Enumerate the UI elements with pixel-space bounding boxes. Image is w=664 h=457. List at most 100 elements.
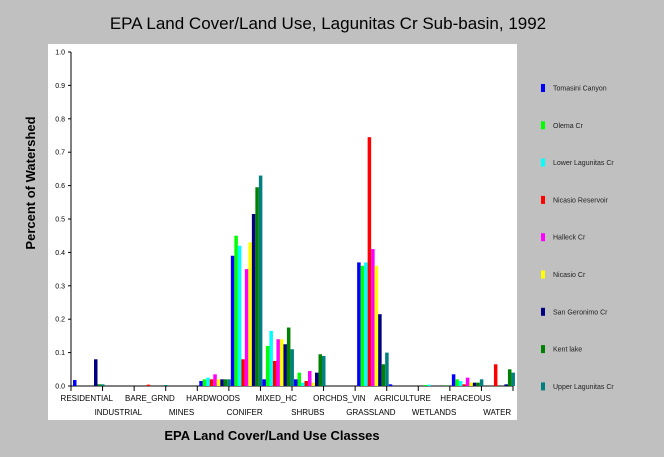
bar [94, 359, 98, 386]
x-category-label: GRASSLAND [346, 408, 396, 417]
x-category-label: HARDWOODS [186, 394, 240, 403]
bar [427, 384, 431, 386]
bar [265, 345, 270, 386]
bar [255, 187, 259, 386]
bar [258, 175, 263, 386]
bar [507, 369, 512, 386]
legend-swatch [541, 195, 545, 204]
bar [378, 314, 382, 386]
legend-label: Tomasini Canyon [553, 86, 607, 93]
bar [455, 379, 459, 386]
bar [213, 374, 217, 386]
bar [318, 354, 322, 386]
bar [479, 379, 484, 386]
bar [360, 265, 365, 386]
bar [469, 382, 473, 386]
bar [262, 379, 266, 386]
bar [357, 262, 361, 386]
bar [374, 265, 379, 386]
bar [315, 372, 319, 386]
bar [385, 352, 389, 386]
bar [476, 382, 480, 386]
bar [458, 380, 463, 386]
legend-swatch [541, 158, 545, 167]
bar [381, 364, 386, 386]
legend-swatch [541, 84, 545, 92]
bar [444, 385, 449, 386]
y-tick-label: 0.9 [55, 83, 65, 90]
legend-label: San Geronimo Cr [553, 309, 608, 316]
y-tick-label: 0.1 [55, 350, 65, 357]
bar [223, 379, 228, 386]
bar [206, 377, 210, 386]
bar [493, 364, 498, 386]
bar [146, 384, 151, 386]
bar [304, 380, 308, 386]
bar [251, 213, 256, 386]
bar [294, 379, 298, 386]
bar [301, 382, 305, 386]
bar [97, 384, 101, 386]
legend: Tomasini Canyon Olema Cr Lower Lagunitas C… [541, 84, 614, 391]
legend-label: Upper Lagunitas Cr [553, 384, 614, 391]
x-category-label: WATER [483, 408, 511, 417]
bar [371, 249, 375, 386]
legend-label: Nicasio Reservoir [553, 197, 609, 204]
y-tick-label: 0.8 [55, 116, 65, 123]
legend-label: Nicasio Cr [553, 272, 586, 279]
legend-swatch [541, 270, 545, 279]
y-tick-label: 0.7 [55, 150, 65, 157]
y-tick-label: 0.5 [55, 217, 65, 224]
legend-swatch [541, 307, 545, 316]
y-tick-label: 0.3 [55, 283, 65, 290]
bar [462, 384, 466, 386]
x-category-label: AGRICULTURE [374, 394, 431, 403]
legend-swatch [541, 233, 545, 242]
bar [244, 269, 249, 386]
bar [272, 360, 277, 386]
legend-label: Lower Lagunitas Cr [553, 160, 614, 167]
bar [234, 235, 238, 386]
x-category-label: MIXED_HC [256, 394, 298, 403]
bar [511, 372, 515, 386]
bar [308, 370, 312, 386]
bar [279, 339, 284, 386]
bar [227, 379, 231, 386]
bar [311, 382, 315, 386]
legend-label: Olema Cr [553, 123, 584, 130]
bar [367, 137, 372, 386]
x-category-label: WETLANDS [412, 408, 456, 417]
legend-swatch [541, 345, 545, 354]
legend-swatch [541, 382, 545, 391]
legend-label: Halleck Cr [553, 235, 586, 242]
bar [465, 377, 470, 386]
bar [423, 385, 428, 386]
y-tick-label: 0.4 [55, 250, 65, 257]
chart-title: EPA Land Cover/Land Use, Lagunitas Cr Su… [110, 14, 546, 33]
bar [504, 384, 508, 386]
bar [101, 384, 105, 386]
legend-swatch [541, 121, 545, 130]
bar [322, 355, 326, 386]
y-tick-label: 0.6 [55, 183, 65, 190]
x-category-label: RESIDENTIAL [61, 394, 114, 403]
bar [290, 349, 294, 386]
y-axis-title: Percent of Watershed [23, 116, 38, 249]
bar [276, 339, 280, 386]
bar [202, 379, 207, 386]
x-category-label: HERACEOUS [440, 394, 491, 403]
bar [237, 245, 242, 386]
bar [364, 262, 368, 386]
bar [388, 384, 393, 386]
x-category-label: INDUSTRIAL [95, 408, 143, 417]
plot-layer: 0.0 0.1 0.2 0.3 0.4 0.5 0.6 0.7 0.8 0.9 1.0 RESIDEN… [55, 50, 515, 417]
bar [297, 372, 301, 386]
bar [164, 385, 168, 386]
bar [472, 382, 477, 386]
y-tick-label: 0.0 [55, 384, 65, 391]
bar [241, 359, 245, 386]
bar [209, 379, 214, 386]
bar [269, 330, 273, 386]
x-category-label: SHRUBS [291, 408, 324, 417]
